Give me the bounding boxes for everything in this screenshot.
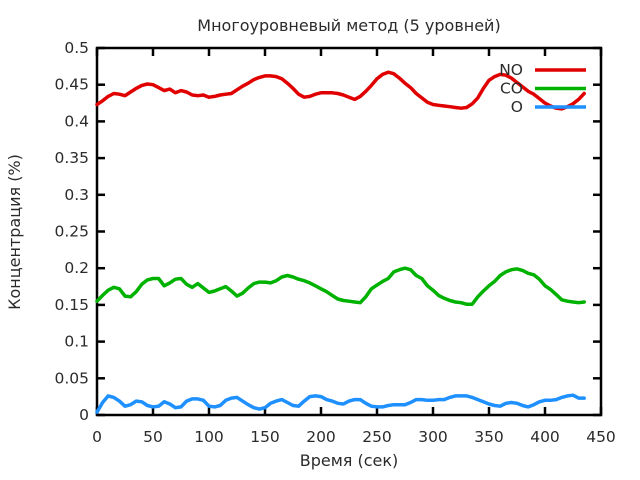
series-line-co xyxy=(95,266,586,306)
y-tick-label: 0.4 xyxy=(64,112,89,130)
y-axis-label: Концентрация (%) xyxy=(5,154,24,310)
x-tick-label: 200 xyxy=(306,428,336,446)
plot-layer: 0 50 100 150 200 250 300 350 400 450 0 0.05 0.1 0.15 0… xyxy=(54,39,615,446)
chart-title: Многоуровневый метод (5 уровней) xyxy=(197,16,500,35)
y-tick-label: 0.15 xyxy=(54,296,89,314)
x-tick-label: 350 xyxy=(474,428,504,446)
x-tick-label: 100 xyxy=(194,428,224,446)
x-tick-label: 400 xyxy=(530,428,560,446)
y-tick-label: 0.1 xyxy=(64,333,89,351)
x-tick-label: 150 xyxy=(250,428,280,446)
y-tick-label: 0.2 xyxy=(64,259,89,277)
series-line-no xyxy=(95,70,586,111)
x-tick-label: 0 xyxy=(92,428,102,446)
x-tick-label: 300 xyxy=(418,428,448,446)
series-line-o xyxy=(95,393,586,414)
x-tick-label: 50 xyxy=(143,428,163,446)
plot-frame xyxy=(95,46,603,417)
legend-label-o: O xyxy=(511,98,523,116)
x-tick-label: 450 xyxy=(586,428,616,446)
legend-label-co: CO xyxy=(500,80,523,98)
y-tick-label: 0.25 xyxy=(54,223,89,241)
y-tick-label: 0.5 xyxy=(64,39,89,57)
y-tick-label: 0.45 xyxy=(54,76,89,94)
y-tick-label: 0 xyxy=(79,406,89,424)
y-tick-label: 0.05 xyxy=(54,369,89,387)
y-tick-label: 0.3 xyxy=(64,186,89,204)
x-axis-label: Время (сек) xyxy=(300,451,399,470)
y-tick-label: 0.35 xyxy=(54,149,89,167)
legend-label-no: NO xyxy=(499,61,523,79)
x-tick-label: 250 xyxy=(362,428,392,446)
